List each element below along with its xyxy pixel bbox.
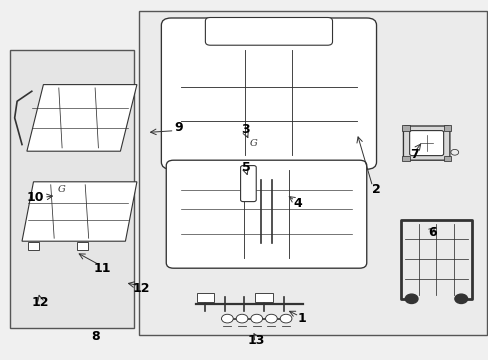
Text: 8: 8 (91, 330, 100, 343)
Text: 3: 3 (241, 123, 250, 136)
Bar (443, 156, 450, 161)
Circle shape (221, 314, 233, 323)
Circle shape (454, 294, 467, 303)
Circle shape (265, 314, 277, 323)
Circle shape (250, 314, 262, 323)
Bar (10, 50, 134, 328)
FancyBboxPatch shape (240, 166, 256, 202)
Text: 4: 4 (293, 197, 302, 210)
Bar (77, 242, 88, 250)
Bar (401, 156, 409, 161)
FancyBboxPatch shape (409, 131, 443, 156)
Text: 1: 1 (297, 312, 306, 325)
FancyBboxPatch shape (166, 160, 366, 268)
Bar (401, 125, 409, 131)
Bar (196, 293, 214, 302)
Text: 6: 6 (427, 226, 436, 239)
Bar (255, 293, 272, 302)
Text: 11: 11 (94, 262, 111, 275)
Text: 10: 10 (26, 191, 44, 204)
Circle shape (405, 294, 417, 303)
Polygon shape (22, 182, 137, 241)
Bar (28, 242, 39, 250)
Text: G: G (58, 185, 65, 194)
Text: G: G (249, 139, 257, 148)
FancyBboxPatch shape (205, 18, 332, 45)
Polygon shape (27, 85, 137, 151)
Bar (139, 11, 486, 335)
FancyBboxPatch shape (161, 18, 376, 169)
Text: 9: 9 (174, 121, 183, 134)
Bar (443, 125, 450, 131)
Text: 2: 2 (371, 183, 380, 195)
Circle shape (236, 314, 247, 323)
Text: 7: 7 (409, 148, 418, 161)
Text: 12: 12 (31, 296, 49, 309)
Text: 12: 12 (133, 282, 150, 294)
FancyBboxPatch shape (403, 126, 449, 160)
Circle shape (280, 314, 291, 323)
Text: 5: 5 (241, 161, 250, 174)
Text: 13: 13 (247, 334, 264, 347)
